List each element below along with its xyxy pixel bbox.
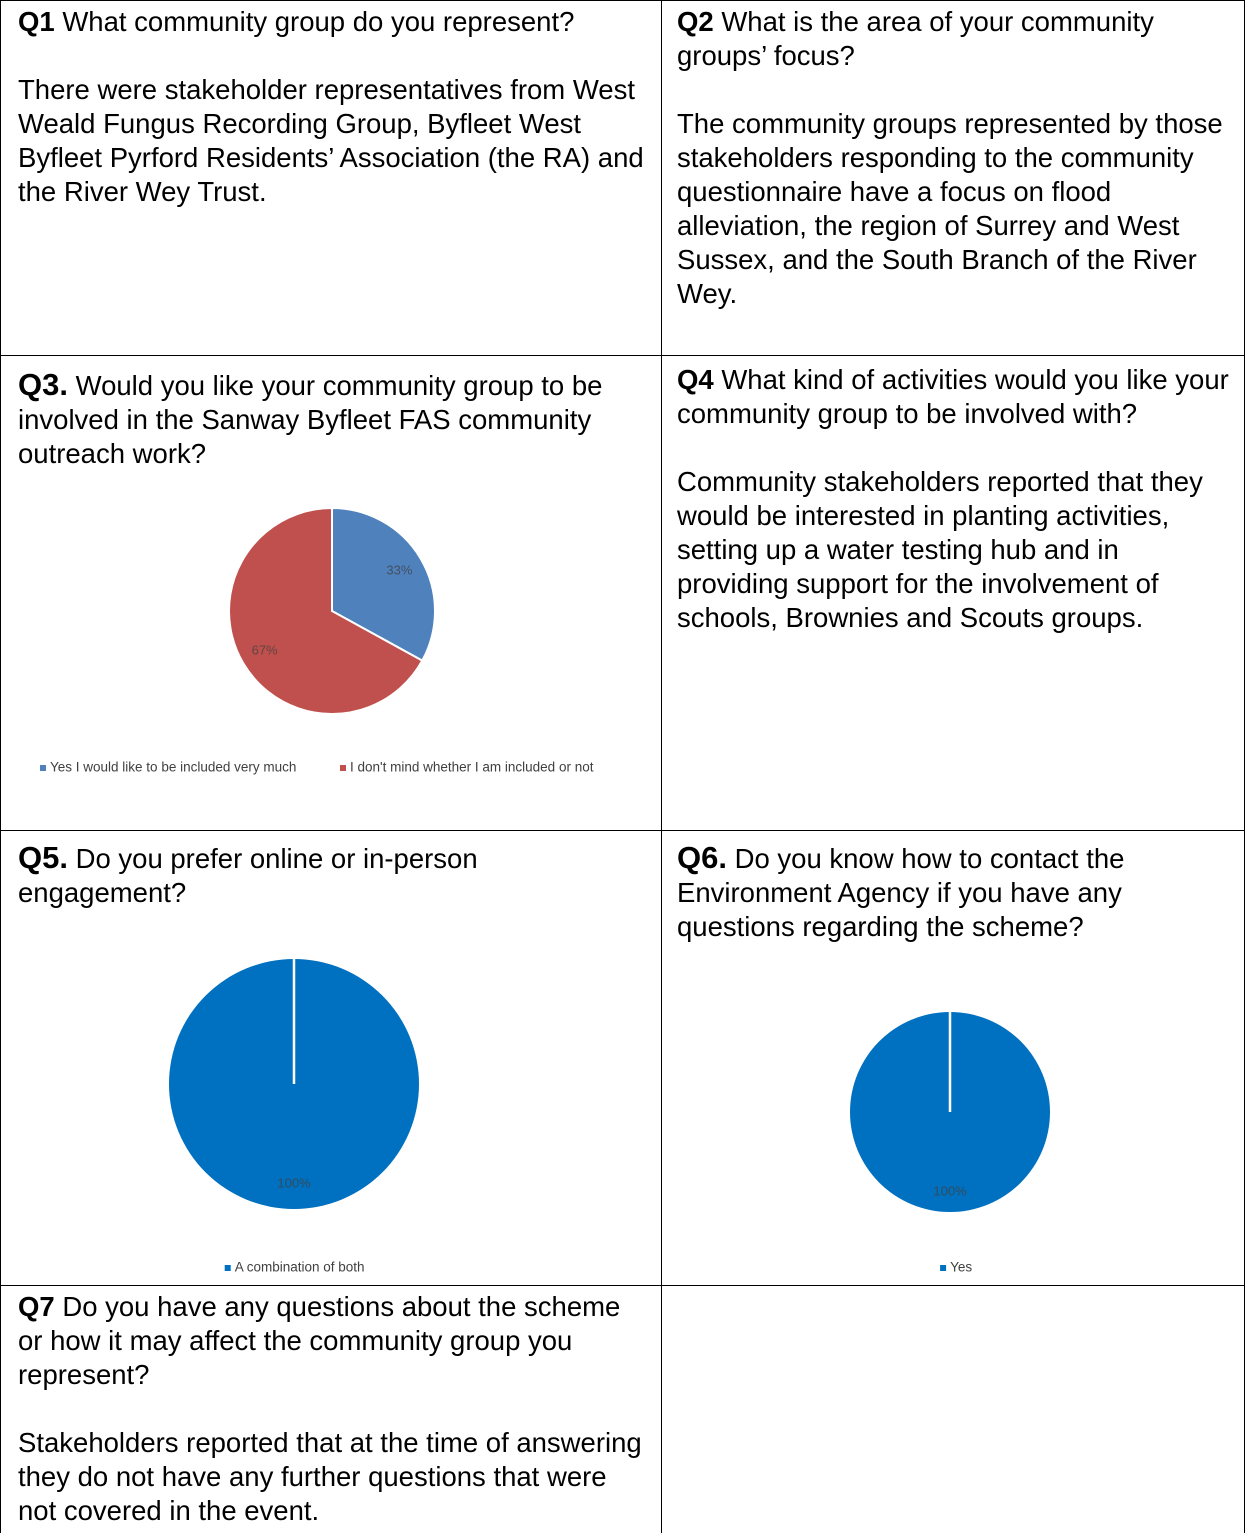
question-number: Q5. xyxy=(18,840,68,875)
cell: Q1 What community group do you represent… xyxy=(0,1,661,355)
cell: Q6. Do you know how to contact the Envir… xyxy=(659,837,1245,1285)
table-border xyxy=(0,0,1,1533)
legend-swatch xyxy=(940,1265,947,1271)
slice-label: 67% xyxy=(252,642,278,657)
question: Would you like your community group to b… xyxy=(18,370,603,469)
question: What kind of activities would you like y… xyxy=(677,364,1229,429)
question-number: Q6. xyxy=(677,840,727,875)
row-border xyxy=(0,1285,1245,1286)
question-number: Q4 xyxy=(677,364,714,395)
question: What is the area of your community group… xyxy=(677,6,1154,71)
legend-swatch xyxy=(340,765,346,771)
answer: The community groups represented by thos… xyxy=(677,108,1223,309)
question-number: Q7 xyxy=(18,1291,55,1322)
cell: Q5. Do you prefer online or in-person en… xyxy=(0,837,661,1285)
legend-label: A combination of both xyxy=(235,1260,365,1275)
row-border xyxy=(0,355,1245,356)
question-number: Q2 xyxy=(677,6,714,37)
pie-slice xyxy=(331,506,436,662)
slice-label: 100% xyxy=(933,1183,967,1198)
slice-label: 33% xyxy=(386,563,412,578)
table-border xyxy=(0,0,1245,1)
legend-swatch xyxy=(224,1265,231,1271)
cell: Q7 Do you have any questions about the s… xyxy=(0,1286,661,1533)
question: What community group do you represent? xyxy=(62,6,575,37)
legend-label: Yes I would like to be included very muc… xyxy=(50,760,296,775)
cell: Q3. Would you like your community group … xyxy=(0,364,661,830)
question-number: Q1 xyxy=(18,6,55,37)
question: Do you know how to contact the Environme… xyxy=(677,843,1125,942)
pie-slice xyxy=(228,506,424,715)
legend-swatch xyxy=(40,765,46,771)
question-number: Q3. xyxy=(18,367,68,402)
legend-label: I don't mind whether I am included or no… xyxy=(350,760,594,775)
row-border xyxy=(0,830,1245,831)
answer: There were stakeholder representatives f… xyxy=(18,74,644,207)
cell: Q4 What kind of activities would you lik… xyxy=(659,359,1245,830)
answer: Community stakeholders reported that the… xyxy=(677,466,1203,633)
cell: Q2 What is the area of your community gr… xyxy=(659,1,1245,355)
legend-label: Yes xyxy=(950,1260,972,1275)
question: Do you have any questions about the sche… xyxy=(18,1291,621,1390)
column-border xyxy=(661,0,662,1533)
question: Do you prefer online or in-person engage… xyxy=(18,843,478,908)
slice-label: 100% xyxy=(277,1175,311,1190)
answer: Stakeholders reported that at the time o… xyxy=(18,1427,642,1526)
